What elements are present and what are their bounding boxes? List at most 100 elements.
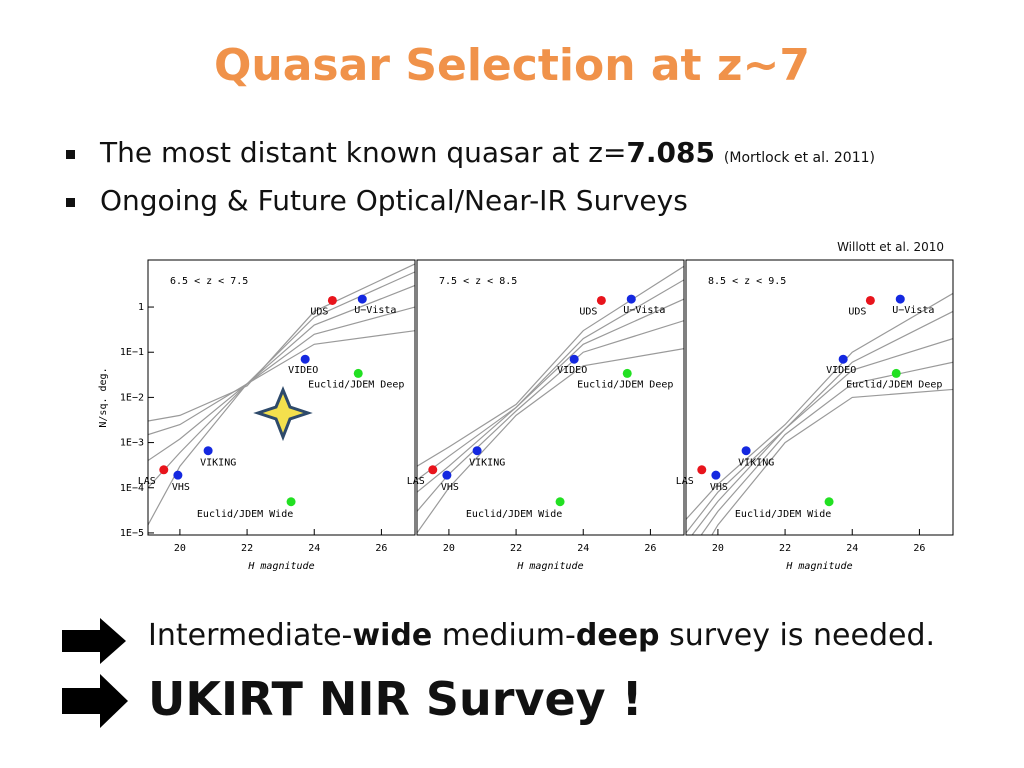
text: medium-	[432, 618, 576, 653]
model-curve	[686, 310, 953, 534]
plot-frame	[685, 259, 954, 536]
point-label: VIDEO	[557, 365, 587, 376]
survey-point	[300, 354, 310, 364]
point-label: VHS	[441, 482, 459, 493]
conclusion: UKIRT NIR Survey !	[148, 672, 643, 726]
point-label: LAS	[407, 476, 425, 487]
survey-point	[622, 368, 632, 378]
survey-point	[741, 446, 751, 456]
bullet-icon	[66, 150, 75, 159]
model-curve	[700, 361, 953, 535]
model-curve	[148, 271, 415, 436]
bullet-text: The most distant known quasar at z=	[100, 136, 627, 169]
survey-point	[203, 446, 213, 456]
bullet-bold: 7.085	[626, 136, 715, 169]
model-curve	[417, 279, 684, 481]
plot-frame	[416, 259, 685, 536]
x-tick-label: 24	[308, 543, 320, 554]
y-tick-label: 1E−4	[120, 483, 144, 494]
point-label: Euclid/JDEM Wide	[735, 509, 831, 520]
x-tick-label: 22	[779, 543, 791, 554]
x-tick-label: 26	[913, 543, 925, 554]
x-axis-label: H magnitude	[785, 561, 852, 572]
x-axis-label: H magnitude	[247, 561, 314, 572]
arrows	[62, 618, 128, 728]
survey-point	[891, 368, 901, 378]
point-label: VIDEO	[826, 365, 856, 376]
point-label: U−Vista	[623, 305, 665, 316]
y-tick-label: 1E−1	[120, 347, 144, 358]
survey-point	[626, 294, 636, 304]
point-label: U−Vista	[354, 305, 396, 316]
x-tick-label: 26	[644, 543, 656, 554]
x-tick-label: 20	[712, 543, 724, 554]
survey-point	[472, 446, 482, 456]
point-label: Euclid/JDEM Wide	[466, 509, 562, 520]
model-curve	[711, 388, 953, 535]
y-axis-label: N/sq. deg.	[98, 367, 109, 427]
survey-point	[357, 294, 367, 304]
survey-point	[173, 470, 183, 480]
text-bold: deep	[575, 618, 660, 653]
survey-point	[711, 470, 721, 480]
y-tick-label: 1E−5	[120, 528, 144, 539]
survey-point	[895, 294, 905, 304]
survey-point	[865, 295, 875, 305]
point-label: VHS	[172, 482, 190, 493]
bullet: The most distant known quasar at z=7.085…	[100, 136, 875, 169]
arrow	[62, 674, 128, 728]
point-label: Euclid/JDEM Deep	[308, 379, 404, 390]
survey-point	[442, 470, 452, 480]
credit: Willott et al. 2010	[837, 240, 944, 254]
bullet-note: (Mortlock et al. 2011)	[723, 150, 875, 166]
curves	[686, 292, 953, 535]
x-tick-label: 22	[241, 543, 253, 554]
model-curve	[417, 320, 684, 512]
model-curve	[417, 348, 684, 534]
survey-point	[697, 465, 707, 475]
survey-point	[353, 368, 363, 378]
survey-point	[327, 295, 337, 305]
point-label: UDS	[579, 306, 597, 317]
model-curve	[686, 292, 953, 520]
point-label: VIKING	[469, 458, 505, 469]
y-tick-label: 1	[138, 302, 144, 313]
survey-point	[555, 497, 565, 507]
x-tick-label: 24	[846, 543, 858, 554]
point-label: Euclid/JDEM Deep	[577, 379, 673, 390]
survey-point	[569, 354, 579, 364]
point-label: U−Vista	[892, 305, 934, 316]
point-label: VIKING	[738, 458, 774, 469]
x-tick-label: 20	[174, 543, 186, 554]
arrow	[62, 618, 126, 664]
slide-title: Quasar Selection at z~7	[214, 40, 810, 91]
survey-point	[286, 497, 296, 507]
star-icon	[253, 386, 313, 442]
survey-point	[428, 465, 438, 475]
bullet-icon	[66, 198, 75, 207]
point-label: UDS	[310, 306, 328, 317]
survey-point	[838, 354, 848, 364]
x-tick-label: 20	[443, 543, 455, 554]
point-label: UDS	[848, 306, 866, 317]
text: survey is needed.	[659, 618, 936, 653]
survey-point	[159, 465, 169, 475]
model-curve	[417, 298, 684, 493]
bullet: Ongoing & Future Optical/Near-IR Surveys	[100, 184, 688, 217]
x-tick-label: 24	[577, 543, 589, 554]
survey-point	[824, 497, 834, 507]
point-label: Euclid/JDEM Deep	[846, 379, 942, 390]
point-label: VIKING	[200, 458, 236, 469]
bullet-text: Ongoing & Future Optical/Near-IR Surveys	[100, 184, 688, 217]
point-label: VHS	[710, 482, 728, 493]
conclusion: Intermediate-wide medium-deep survey is …	[148, 618, 935, 653]
point-label: LAS	[676, 476, 694, 487]
y-tick-label: 1E−3	[120, 438, 144, 449]
survey-point	[596, 295, 606, 305]
x-tick-label: 22	[510, 543, 522, 554]
panel-annotation: 8.5 < z < 9.5	[708, 276, 786, 287]
text: Intermediate-	[148, 618, 353, 653]
panel-annotation: 7.5 < z < 8.5	[439, 276, 517, 287]
model-curve	[148, 263, 415, 422]
